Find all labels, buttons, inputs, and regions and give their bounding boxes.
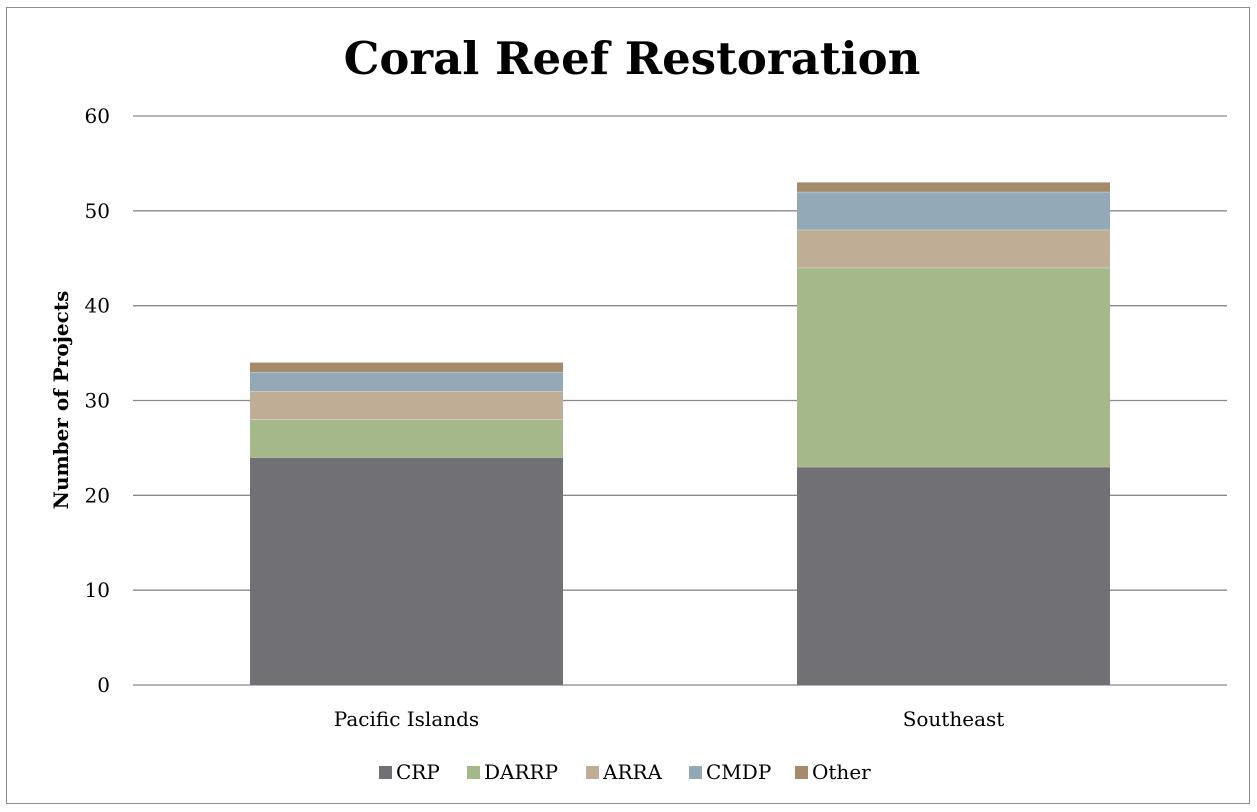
bar-cmdp-southeast bbox=[797, 191, 1110, 230]
y-tick-label: 10 bbox=[85, 578, 110, 602]
legend-swatch bbox=[379, 766, 392, 779]
y-axis-ticks: 0 10 20 30 40 50 60 bbox=[85, 104, 110, 697]
legend-label: Other bbox=[812, 760, 871, 784]
bar-arra-pacific-islands bbox=[250, 391, 563, 420]
bar-cmdp-pacific-islands bbox=[250, 372, 563, 392]
legend-item-crp: CRP bbox=[379, 760, 440, 784]
x-category-label: Southeast bbox=[903, 707, 1005, 731]
legend-label: CMDP bbox=[706, 760, 771, 784]
legend-swatch bbox=[795, 766, 808, 779]
y-tick-label: 40 bbox=[85, 294, 110, 318]
legend-item-cmdp: CMDP bbox=[689, 760, 771, 784]
chart-title: Coral Reef Restoration bbox=[344, 32, 921, 85]
bar-other-southeast bbox=[797, 182, 1110, 192]
legend-label: DARRP bbox=[484, 760, 558, 784]
bar-crp-southeast bbox=[797, 466, 1110, 685]
legend-label: ARRA bbox=[602, 760, 663, 784]
legend-label: CRP bbox=[396, 760, 440, 784]
bar-crp-pacific-islands bbox=[250, 457, 563, 685]
legend-swatch bbox=[467, 766, 480, 779]
y-tick-label: 30 bbox=[85, 389, 110, 413]
legend-item-other: Other bbox=[795, 760, 871, 784]
bar-other-pacific-islands bbox=[250, 362, 563, 373]
legend-item-darrp: DARRP bbox=[467, 760, 558, 784]
bar-darrp-southeast bbox=[797, 267, 1110, 467]
legend: CRP DARRP ARRA CMDP Other bbox=[379, 760, 871, 784]
y-tick-label: 50 bbox=[85, 199, 110, 223]
y-tick-label: 0 bbox=[97, 673, 110, 697]
x-axis-categories: Pacific Islands Southeast bbox=[334, 707, 1005, 731]
legend-item-arra: ARRA bbox=[586, 760, 663, 784]
y-tick-label: 20 bbox=[85, 483, 110, 507]
y-tick-label: 60 bbox=[85, 104, 110, 128]
bar-darrp-pacific-islands bbox=[250, 419, 563, 458]
y-axis-label: Number of Projects bbox=[49, 291, 73, 510]
legend-swatch bbox=[689, 766, 702, 779]
bar-arra-southeast bbox=[797, 229, 1110, 268]
bars bbox=[250, 182, 1110, 685]
legend-swatch bbox=[586, 766, 599, 779]
x-category-label: Pacific Islands bbox=[334, 707, 479, 731]
